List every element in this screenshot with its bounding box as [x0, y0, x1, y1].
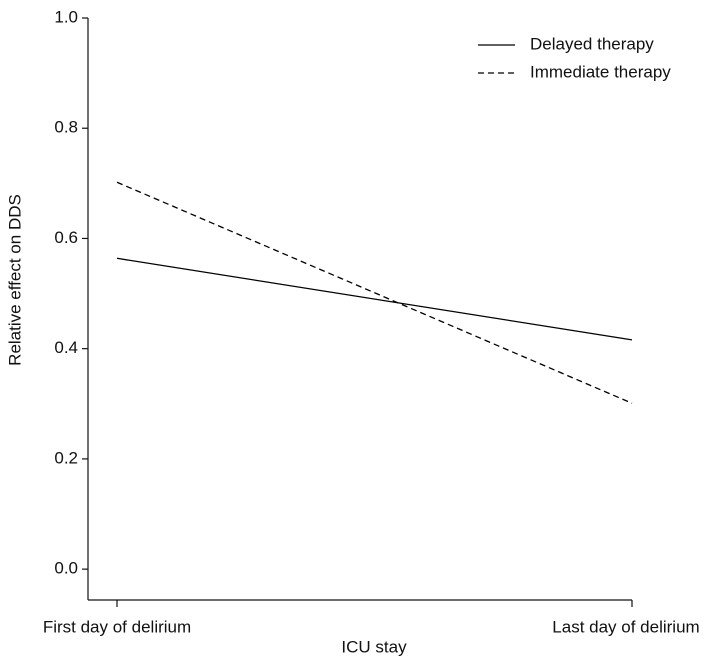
series-line: [116, 181, 633, 404]
legend-label: Immediate therapy: [530, 62, 671, 81]
x-tick-label: First day of delirium: [43, 617, 191, 636]
y-tick-label: 0.6: [54, 228, 78, 247]
y-tick-label: 0.0: [54, 559, 78, 578]
y-axis-label: Relative effect on DDS: [5, 194, 24, 366]
x-tick-label: Last day of delirium: [552, 617, 699, 636]
y-tick-label: 0.4: [54, 338, 78, 357]
y-tick-label: 0.8: [54, 118, 78, 137]
y-tick-label: 0.2: [54, 448, 78, 467]
y-tick-label: 1.0: [54, 7, 78, 26]
series-line: [116, 257, 633, 341]
legend-label: Delayed therapy: [530, 34, 654, 53]
x-axis-label: ICU stay: [341, 637, 407, 656]
